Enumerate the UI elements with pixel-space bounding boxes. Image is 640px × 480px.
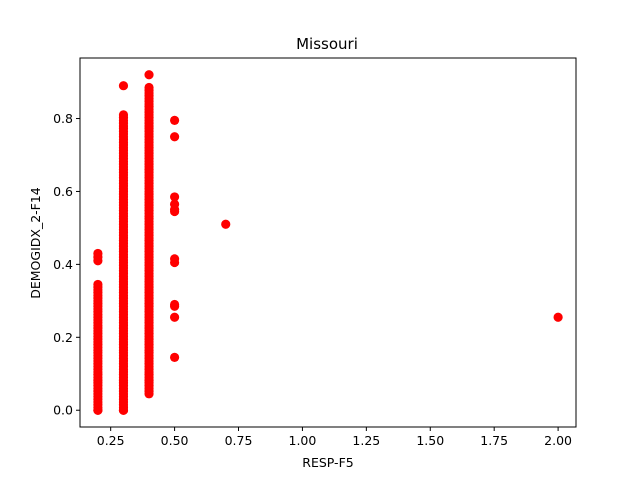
- data-point: [118, 81, 129, 91]
- y-axis-label: DEMOGIDX_2-F14: [28, 187, 43, 299]
- x-axis: 0.25 0.50 0.75 1.00 1.25 1.50 1.75 2.00: [97, 427, 572, 448]
- y-tick-label: 0.2: [53, 330, 73, 345]
- x-tick-label: 1.00: [289, 433, 317, 448]
- x-axis-label: RESP-F5: [302, 455, 353, 470]
- y-tick-label: 0.0: [53, 403, 73, 418]
- data-point: [118, 110, 129, 120]
- y-tick-label: 0.8: [53, 111, 73, 126]
- plot-frame: [79, 57, 577, 428]
- data-point: [169, 299, 180, 310]
- x-tick-label: 0.50: [161, 433, 189, 448]
- data-point: [169, 115, 180, 125]
- data-point: [93, 279, 103, 290]
- points-layer: [93, 70, 563, 415]
- y-axis: 0.0 0.2 0.4 0.6 0.8: [53, 111, 80, 418]
- y-tick-label: 0.6: [53, 184, 73, 199]
- data-point: [169, 192, 180, 202]
- chart-title: Missouri: [296, 35, 358, 53]
- data-point: [169, 199, 180, 209]
- data-point: [169, 312, 180, 322]
- data-point: [221, 219, 231, 229]
- data-point: [553, 312, 563, 322]
- x-tick-label: 0.25: [97, 433, 125, 448]
- data-point: [169, 352, 180, 362]
- x-tick-label: 1.50: [416, 433, 444, 448]
- data-point: [93, 248, 103, 259]
- data-point: [118, 405, 129, 415]
- x-tick-label: 0.75: [225, 433, 253, 448]
- x-tick-label: 2.00: [544, 433, 572, 448]
- data-point: [169, 254, 180, 264]
- data-point: [144, 70, 154, 80]
- data-point: [169, 132, 180, 142]
- x-tick-label: 1.75: [480, 433, 508, 448]
- data-point: [144, 82, 154, 93]
- data-point: [93, 405, 103, 415]
- y-tick-label: 0.4: [53, 257, 73, 272]
- x-tick-label: 1.25: [352, 433, 380, 448]
